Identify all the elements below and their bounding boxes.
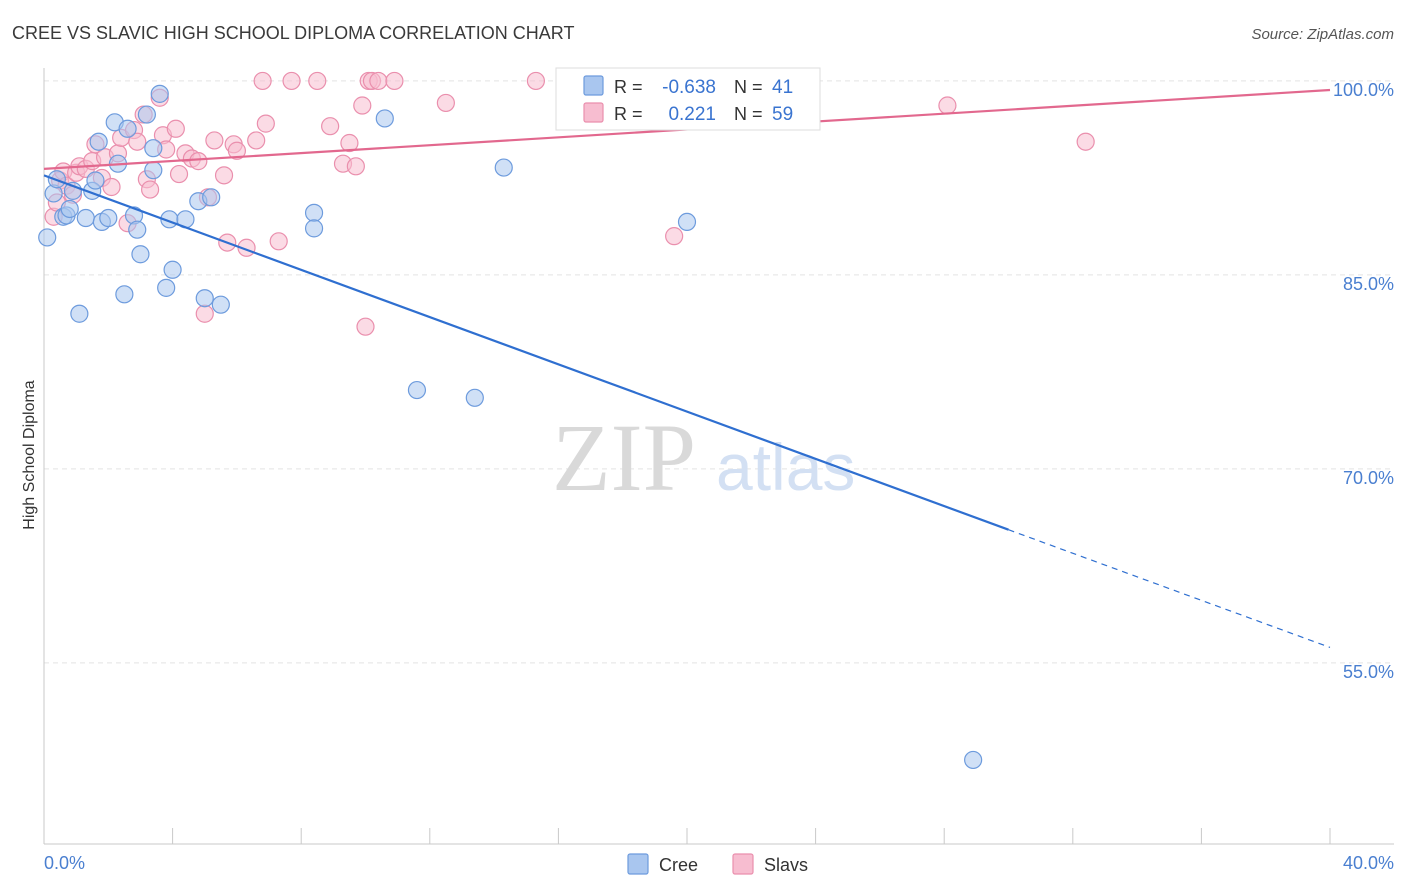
legend-swatch-slavs bbox=[583, 102, 604, 123]
slavs-point-55 bbox=[526, 71, 545, 91]
y-tick-label-55: 55.0% bbox=[1343, 662, 1394, 682]
watermark: ZIP atlas bbox=[552, 404, 855, 511]
x-tick-label-min: 0.0% bbox=[44, 853, 85, 873]
cree-point-31 bbox=[202, 188, 221, 207]
slavs-point-47 bbox=[346, 157, 365, 176]
y-tick-label-70: 70.0% bbox=[1343, 468, 1394, 488]
slavs-point-42 bbox=[282, 71, 301, 91]
y-axis-tick-labels: 55.0% 70.0% 85.0% 100.0% bbox=[1333, 80, 1394, 682]
series-legend-label-cree: Cree bbox=[659, 855, 698, 875]
cree-point-32 bbox=[211, 295, 230, 314]
slavs-point-52 bbox=[369, 71, 388, 91]
watermark-atlas: atlas bbox=[716, 430, 855, 504]
slavs-point-44 bbox=[321, 117, 340, 136]
cree-point-36 bbox=[407, 380, 427, 400]
legend-r-label-cree: R = bbox=[614, 77, 643, 97]
slavs-point-58 bbox=[1076, 132, 1095, 151]
slavs-point-57 bbox=[938, 96, 957, 115]
series-legend: Cree Slavs bbox=[627, 853, 808, 875]
slavs-point-41 bbox=[253, 71, 272, 91]
cree-point-27 bbox=[163, 260, 182, 279]
trend-lines bbox=[43, 88, 1331, 648]
series-legend-label-slavs: Slavs bbox=[764, 855, 808, 875]
legend-n-label-slavs: N = bbox=[734, 104, 763, 124]
slavs-point-21 bbox=[140, 180, 160, 199]
cree-point-19 bbox=[128, 220, 147, 239]
cree-point-39 bbox=[677, 212, 697, 232]
chart-source: Source: ZipAtlas.com bbox=[1251, 26, 1394, 43]
legend-r-value-cree: -0.638 bbox=[662, 77, 716, 98]
slavs-point-13 bbox=[102, 177, 121, 197]
slavs-point-46 bbox=[340, 133, 359, 153]
cree-trend-line bbox=[43, 174, 1009, 531]
cree-point-10 bbox=[86, 171, 105, 190]
legend-n-value-cree: 41 bbox=[772, 77, 793, 98]
cree-point-17 bbox=[118, 119, 137, 138]
x-axis-ticks bbox=[43, 828, 1331, 844]
legend-r-label-slavs: R = bbox=[614, 104, 643, 124]
slavs-point-32 bbox=[205, 131, 224, 150]
cree-point-25 bbox=[157, 278, 176, 297]
cree-point-33 bbox=[304, 203, 324, 222]
series-legend-swatch-cree bbox=[627, 853, 649, 875]
slavs-point-18 bbox=[128, 132, 147, 151]
series-legend-swatch-slavs bbox=[732, 853, 754, 875]
cree-point-7 bbox=[70, 304, 89, 323]
cree-point-16 bbox=[115, 285, 134, 304]
slavs-point-48 bbox=[353, 96, 372, 115]
slavs-point-43 bbox=[308, 71, 327, 91]
slavs-point-49 bbox=[356, 317, 375, 336]
cree-point-22 bbox=[144, 161, 163, 180]
slavs-point-56 bbox=[665, 227, 684, 246]
legend-r-value-slavs: 0.221 bbox=[668, 104, 716, 125]
cree-point-5 bbox=[60, 199, 79, 219]
slavs-point-36 bbox=[227, 141, 246, 160]
cree-point-23 bbox=[144, 139, 163, 158]
cree-trend-extension bbox=[1008, 529, 1331, 648]
slavs-point-25 bbox=[166, 119, 185, 138]
legend-n-value-slavs: 59 bbox=[772, 104, 793, 125]
slavs-point-29 bbox=[189, 152, 208, 171]
cree-point-13 bbox=[99, 208, 118, 228]
y-tick-label-100: 100.0% bbox=[1333, 80, 1394, 100]
watermark-zip: ZIP bbox=[552, 404, 696, 511]
slavs-point-33 bbox=[214, 166, 234, 185]
cree-series-points bbox=[38, 84, 983, 770]
slavs-point-38 bbox=[247, 131, 266, 150]
cree-point-35 bbox=[375, 109, 394, 128]
legend-swatch-cree bbox=[583, 75, 604, 96]
cree-point-38 bbox=[494, 158, 513, 177]
gridlines bbox=[44, 80, 1394, 664]
stats-legend: R = -0.638 N = 41 R = 0.221 N = 59 bbox=[555, 67, 821, 131]
cree-point-37 bbox=[465, 388, 484, 407]
legend-n-label-cree: N = bbox=[734, 77, 763, 97]
y-tick-label-85: 85.0% bbox=[1343, 274, 1394, 294]
slavs-point-26 bbox=[169, 164, 189, 184]
cree-point-30 bbox=[195, 289, 214, 308]
cree-point-40 bbox=[964, 750, 983, 770]
cree-point-0 bbox=[38, 228, 57, 247]
slavs-point-53 bbox=[385, 71, 404, 91]
cree-point-8 bbox=[76, 208, 95, 228]
slavs-point-40 bbox=[269, 232, 288, 251]
cree-point-20 bbox=[131, 245, 150, 264]
slavs-point-54 bbox=[436, 93, 455, 113]
y-axis-title: High School Diploma bbox=[21, 380, 38, 530]
slavs-point-30 bbox=[195, 304, 214, 323]
x-tick-label-max: 40.0% bbox=[1343, 853, 1394, 873]
cree-point-34 bbox=[304, 219, 324, 238]
cree-point-24 bbox=[150, 84, 169, 103]
cree-point-11 bbox=[89, 132, 108, 151]
slavs-point-39 bbox=[256, 114, 275, 133]
cree-point-21 bbox=[137, 105, 156, 124]
chart-title: CREE VS SLAVIC HIGH SCHOOL DIPLOMA CORRE… bbox=[12, 23, 574, 43]
